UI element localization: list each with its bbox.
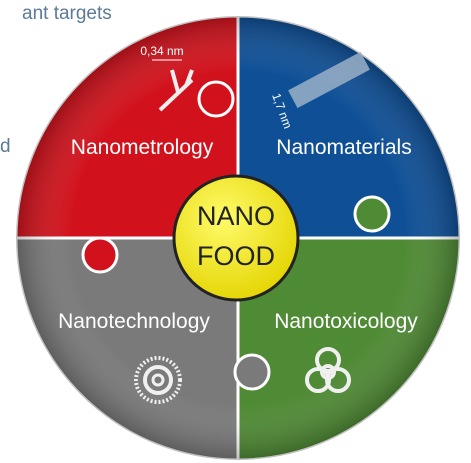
quadrant-label: Nanotechnology [58,310,210,333]
center-text: NANO [197,201,275,231]
quadrant-label: Nanotoxicology [274,310,418,333]
quadrant-label: Nanometrology [71,136,214,159]
context-text: d [0,136,11,157]
diagram: ant targets d 0,34 nm 1,7 nm Nanometrolo… [0,0,471,463]
quadrant-label: Nanomaterials [276,136,411,159]
center-circle [174,176,298,300]
annotation: 0,34 nm [140,44,183,58]
center-text: FOOD [197,241,275,271]
context-text: ant targets [22,3,112,24]
